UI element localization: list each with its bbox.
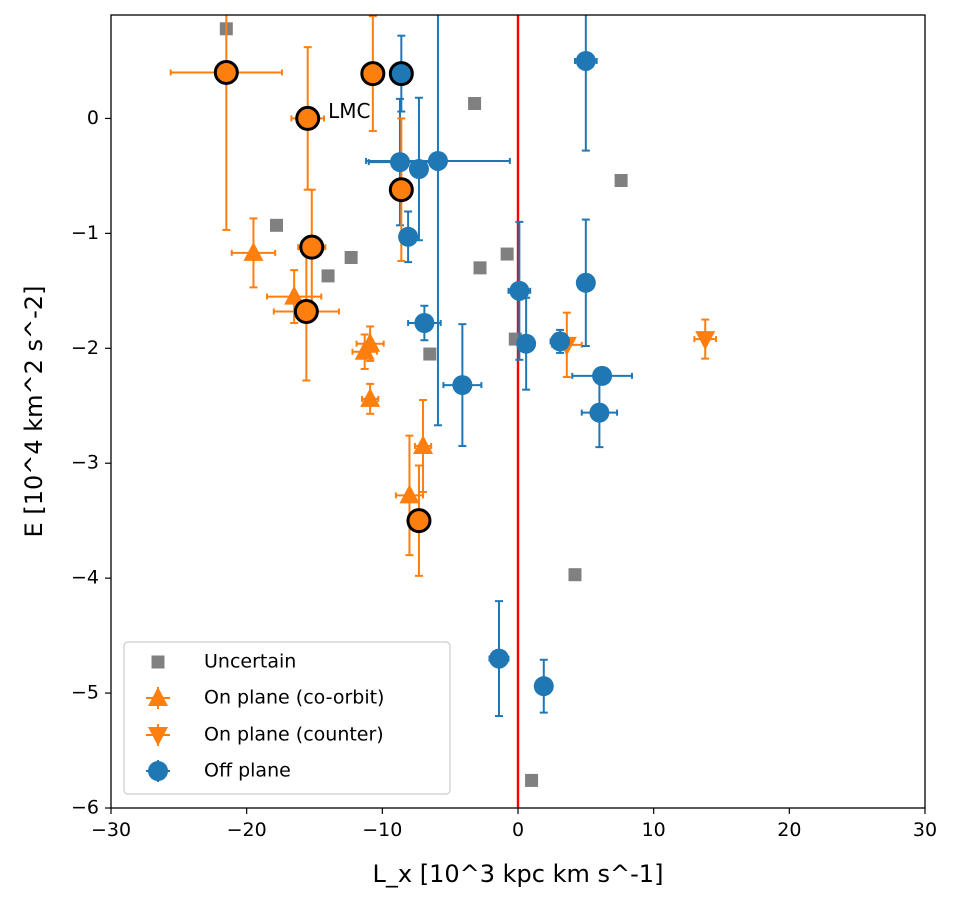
data-point (360, 332, 381, 352)
data-point (399, 484, 420, 504)
legend-label: On plane (counter) (204, 724, 384, 746)
data-point (413, 434, 434, 454)
ringed-data-point (406, 508, 432, 534)
data-point (589, 402, 610, 423)
legend: Uncertain On plane (co-orbit) On plane (co… (123, 641, 451, 795)
data-point-uncertain (473, 261, 487, 275)
data-point (575, 272, 596, 293)
y-tick-label: −4 (71, 567, 99, 589)
ringed-data-point (299, 234, 325, 260)
data-point (575, 50, 596, 71)
data-point-uncertain (568, 568, 582, 582)
data-point (489, 648, 510, 669)
data-point (408, 159, 429, 180)
ringed-data-point (388, 61, 414, 87)
data-point (533, 676, 554, 697)
ringed-data-point (360, 61, 386, 87)
legend-marker (148, 687, 168, 706)
data-point (243, 241, 264, 261)
y-tick-label: −1 (71, 222, 99, 244)
y-tick-label: 0 (87, 107, 99, 129)
x-axis-label: L_x [10^3 kpc km s^-1] (373, 860, 664, 888)
x-tick-label: 30 (913, 819, 937, 841)
y-tick-label: −5 (71, 682, 99, 704)
y-tick-label: −6 (71, 797, 99, 819)
data-point-uncertain (270, 218, 284, 232)
x-tick-label: 20 (777, 819, 801, 841)
data-point (509, 280, 530, 301)
data-point-uncertain (500, 247, 514, 261)
axes: −30 −20 −10 0 10 20 30 0 −1 −2 −3 −4 −5 −6 L_x [10^3 k… (20, 14, 937, 888)
data-point (398, 226, 419, 247)
data-point (516, 333, 537, 354)
y-tick-label: −3 (71, 452, 99, 474)
legend-label: Off plane (204, 760, 291, 782)
data-point (427, 150, 448, 171)
data-point-uncertain (525, 773, 539, 787)
plot-area: LMC (169, 15, 718, 808)
data-point (284, 285, 305, 305)
ringed-data-point (295, 105, 321, 131)
data-point (452, 375, 473, 396)
legend-box (123, 641, 451, 795)
data-point (414, 313, 435, 334)
x-tick-label: 10 (642, 819, 666, 841)
legend-label: On plane (co-orbit) (204, 687, 384, 709)
data-point (550, 331, 571, 352)
x-tick-label: −20 (227, 819, 267, 841)
data-point-uncertain (614, 173, 628, 187)
data-point (592, 365, 613, 386)
x-tick-label: 0 (512, 819, 524, 841)
data-point-uncertain (468, 96, 482, 110)
data-point-uncertain (344, 250, 358, 264)
ringed-data-point (293, 299, 319, 325)
y-tick-label: −2 (71, 337, 99, 359)
data-point-uncertain (321, 269, 335, 283)
data-point-uncertain (423, 347, 437, 361)
ringed-data-point (213, 59, 239, 85)
legend-marker (148, 761, 168, 781)
data-point (389, 152, 410, 173)
y-axis-label: E [10^4 km^2 s^-2] (20, 286, 48, 538)
legend-label: Uncertain (204, 651, 296, 673)
x-tick-label: −30 (91, 819, 131, 841)
legend-marker (148, 727, 168, 746)
annotation-lmc: LMC (328, 99, 370, 123)
ringed-data-point (388, 177, 414, 203)
plot-clip-group: LMC (169, 15, 718, 808)
legend-marker (151, 655, 165, 669)
data-point (360, 387, 381, 407)
x-tick-label: −10 (362, 819, 402, 841)
data-point (695, 331, 716, 351)
